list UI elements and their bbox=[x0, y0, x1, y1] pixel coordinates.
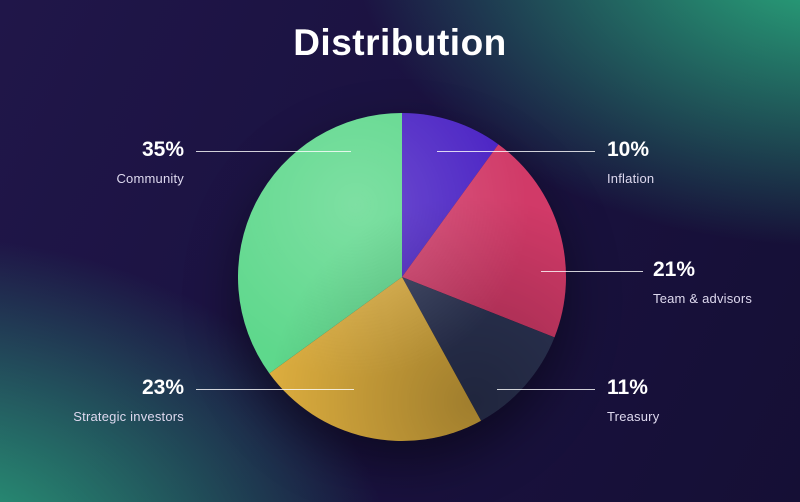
pie-chart bbox=[238, 113, 566, 441]
leader-line-treasury bbox=[497, 389, 595, 390]
callout-team-advisors: 21% Team & advisors bbox=[653, 258, 752, 306]
callout-treasury-percent: 11% bbox=[607, 376, 648, 399]
pie-slice-team-advisors bbox=[402, 144, 566, 338]
pie-slice-community bbox=[238, 113, 402, 374]
callout-inflation-label: Inflation bbox=[607, 171, 655, 186]
callout-inflation: 10% Inflation bbox=[607, 138, 654, 186]
pie-slice-inflation bbox=[402, 113, 499, 277]
callout-strategic-investors-percent: 23% bbox=[141, 376, 184, 399]
callout-community-percent: 35% bbox=[141, 138, 184, 161]
leader-line-strategic-investors bbox=[196, 389, 354, 390]
callout-strategic-investors: 23% Strategic investors bbox=[73, 376, 184, 424]
pie-svg bbox=[238, 113, 566, 441]
callout-strategic-investors-label: Strategic investors bbox=[73, 409, 184, 424]
leader-line-team-advisors bbox=[541, 271, 643, 272]
pie-slice-strategic-investors bbox=[269, 277, 482, 441]
leader-line-inflation bbox=[437, 151, 595, 152]
callout-community-label: Community bbox=[116, 171, 184, 186]
page-title: Distribution bbox=[293, 22, 507, 63]
callout-inflation-percent: 10% bbox=[607, 138, 650, 161]
callout-team-advisors-percent: 21% bbox=[653, 258, 696, 281]
callout-team-advisors-label: Team & advisors bbox=[653, 291, 753, 306]
callout-treasury-label: Treasury bbox=[607, 409, 660, 424]
pie-slice-treasury bbox=[402, 277, 555, 421]
callout-community: 35% Community bbox=[116, 138, 184, 186]
callout-treasury: 11% Treasury bbox=[607, 376, 659, 424]
leader-line-community bbox=[196, 151, 351, 152]
